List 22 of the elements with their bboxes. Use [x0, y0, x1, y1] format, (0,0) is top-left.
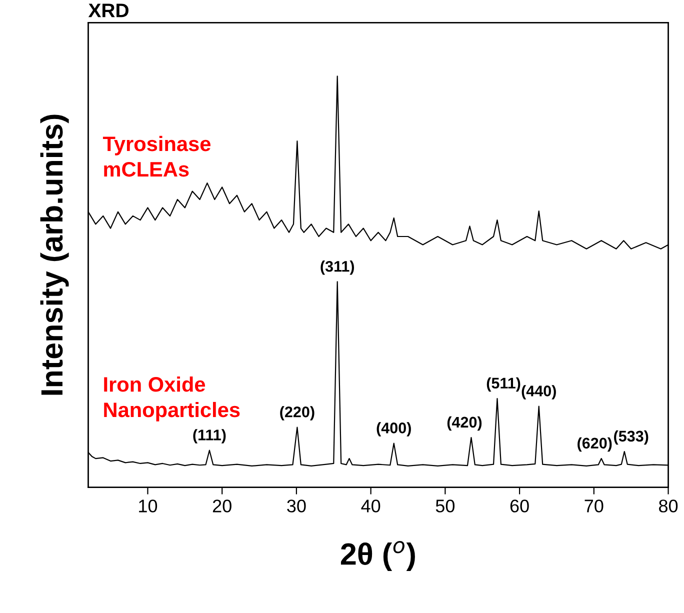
annotation: (311) — [320, 260, 354, 275]
annotation: (420) — [447, 416, 482, 431]
annotation: (533) — [614, 430, 648, 445]
annotation: (111) — [193, 429, 226, 444]
x-tick-label: 40 — [361, 500, 380, 512]
x-tick-label: 20 — [212, 500, 232, 512]
annotation: (620) — [578, 437, 612, 452]
x-tick-label: 50 — [436, 500, 455, 512]
annotation: (440) — [522, 385, 556, 400]
x-axis-title: 2θ ($^{o}$) — [340, 540, 415, 571]
x-tick-label: 60 — [510, 500, 529, 512]
x-tick-label: 10 — [139, 500, 158, 512]
x-tick-label: 80 — [659, 500, 678, 512]
series-label: Iron Oxide Nanoparticles — [104, 376, 240, 422]
annotation: (400) — [376, 422, 411, 436]
chart-title: XRD — [88, 4, 128, 18]
series-label: Tyrosinase mCLEAs — [102, 136, 210, 177]
annotation: (220) — [280, 406, 314, 420]
x-tick-label: 30 — [287, 500, 306, 512]
annotation: (511) — [486, 377, 520, 392]
x-tick-label: 70 — [584, 500, 604, 512]
y-axis-title: Intensity (arb.units) — [40, 114, 69, 395]
